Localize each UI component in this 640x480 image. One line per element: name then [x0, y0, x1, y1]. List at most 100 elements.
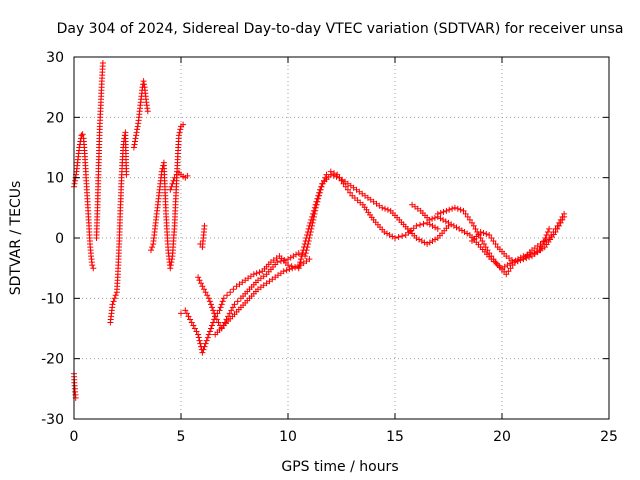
data-point	[208, 301, 214, 308]
data-point	[312, 207, 319, 214]
data-point	[537, 247, 544, 254]
data-point	[230, 286, 237, 293]
data-point	[167, 262, 174, 269]
data-point	[197, 340, 204, 347]
data-point	[292, 264, 299, 271]
data-point	[196, 337, 203, 344]
data-point	[220, 295, 227, 302]
data-point	[392, 235, 398, 241]
data-point	[205, 331, 212, 338]
x-tick-labels: 0 5 10 15 20 25	[70, 429, 618, 445]
data-point	[297, 259, 304, 266]
data-point	[176, 129, 183, 136]
data-point	[307, 232, 313, 238]
data-point	[177, 126, 184, 133]
data-point	[426, 221, 433, 228]
data-point	[451, 204, 458, 211]
data-point	[112, 292, 119, 299]
data-point	[454, 205, 461, 212]
data-point	[204, 334, 211, 341]
data-point	[470, 222, 477, 229]
data-point	[196, 277, 203, 284]
data-point	[449, 205, 456, 212]
data-point	[148, 247, 154, 254]
data-point	[420, 220, 427, 227]
data-point	[206, 298, 213, 305]
data-point	[305, 241, 311, 247]
data-point	[316, 189, 323, 196]
data-point	[171, 174, 178, 181]
data-point	[185, 313, 192, 320]
data-point	[218, 301, 225, 308]
data-point	[206, 328, 213, 335]
data-point	[216, 307, 223, 314]
y-tick-label: 10	[46, 171, 64, 187]
data-point	[123, 171, 130, 178]
data-point	[234, 298, 241, 305]
x-tick-label: 15	[386, 429, 404, 445]
data-point	[318, 183, 325, 190]
data-point	[561, 210, 568, 217]
data-point	[538, 244, 545, 250]
data-point	[201, 343, 208, 350]
data-point	[424, 241, 431, 247]
data-point	[231, 301, 238, 308]
data-point	[477, 229, 484, 235]
data-point	[208, 325, 214, 332]
data-point	[202, 340, 209, 347]
y-tick-label: 20	[46, 110, 64, 126]
data-point	[169, 180, 176, 187]
data-point	[198, 280, 204, 287]
data-point	[507, 265, 514, 272]
data-point	[416, 236, 423, 243]
data-point	[111, 295, 118, 302]
data-point	[182, 307, 189, 314]
data-point	[310, 216, 317, 223]
data-point	[285, 262, 291, 269]
data-point	[543, 232, 550, 238]
data-point	[317, 186, 324, 193]
x-tick-label: 5	[177, 429, 186, 445]
y-tick-label: -20	[41, 352, 64, 368]
data-point	[464, 230, 471, 237]
data-point	[446, 206, 453, 213]
data-point	[457, 206, 464, 213]
data-point	[437, 209, 444, 216]
data-point	[289, 265, 296, 272]
data-point	[286, 266, 293, 273]
data-point	[280, 268, 287, 275]
data-point	[417, 221, 423, 228]
data-point	[256, 269, 263, 276]
chart-title: Day 304 of 2024, Sidereal Day-to-day VTE…	[57, 21, 624, 37]
y-tick-label: 30	[46, 50, 64, 66]
data-point	[195, 274, 202, 281]
data-point	[382, 205, 388, 212]
data-point	[227, 289, 234, 296]
data-point	[295, 250, 302, 257]
y-tick-label: -10	[41, 291, 64, 307]
data-point	[203, 337, 210, 344]
data-point	[413, 222, 420, 229]
data-point	[89, 262, 96, 269]
data-point	[426, 216, 433, 223]
data-point	[298, 256, 304, 263]
y-tick-labels: -30 -20 -10 0 10 20 30	[41, 50, 64, 428]
data-point	[434, 225, 441, 232]
data-point	[144, 108, 151, 115]
data-point	[431, 214, 438, 221]
data-point	[520, 256, 527, 263]
data-point	[511, 259, 518, 266]
data-point	[426, 239, 433, 246]
data-point	[149, 244, 156, 251]
data-point	[217, 304, 224, 311]
data-point	[480, 230, 487, 236]
data-point	[344, 186, 351, 193]
data-point	[311, 210, 318, 217]
data-point	[307, 229, 314, 235]
data-point	[550, 229, 557, 235]
data-point	[546, 225, 553, 232]
data-point	[210, 319, 217, 326]
y-axis-label: SDTVAR / TECUs	[8, 181, 24, 296]
data-point	[540, 241, 546, 247]
data-point	[379, 204, 386, 211]
